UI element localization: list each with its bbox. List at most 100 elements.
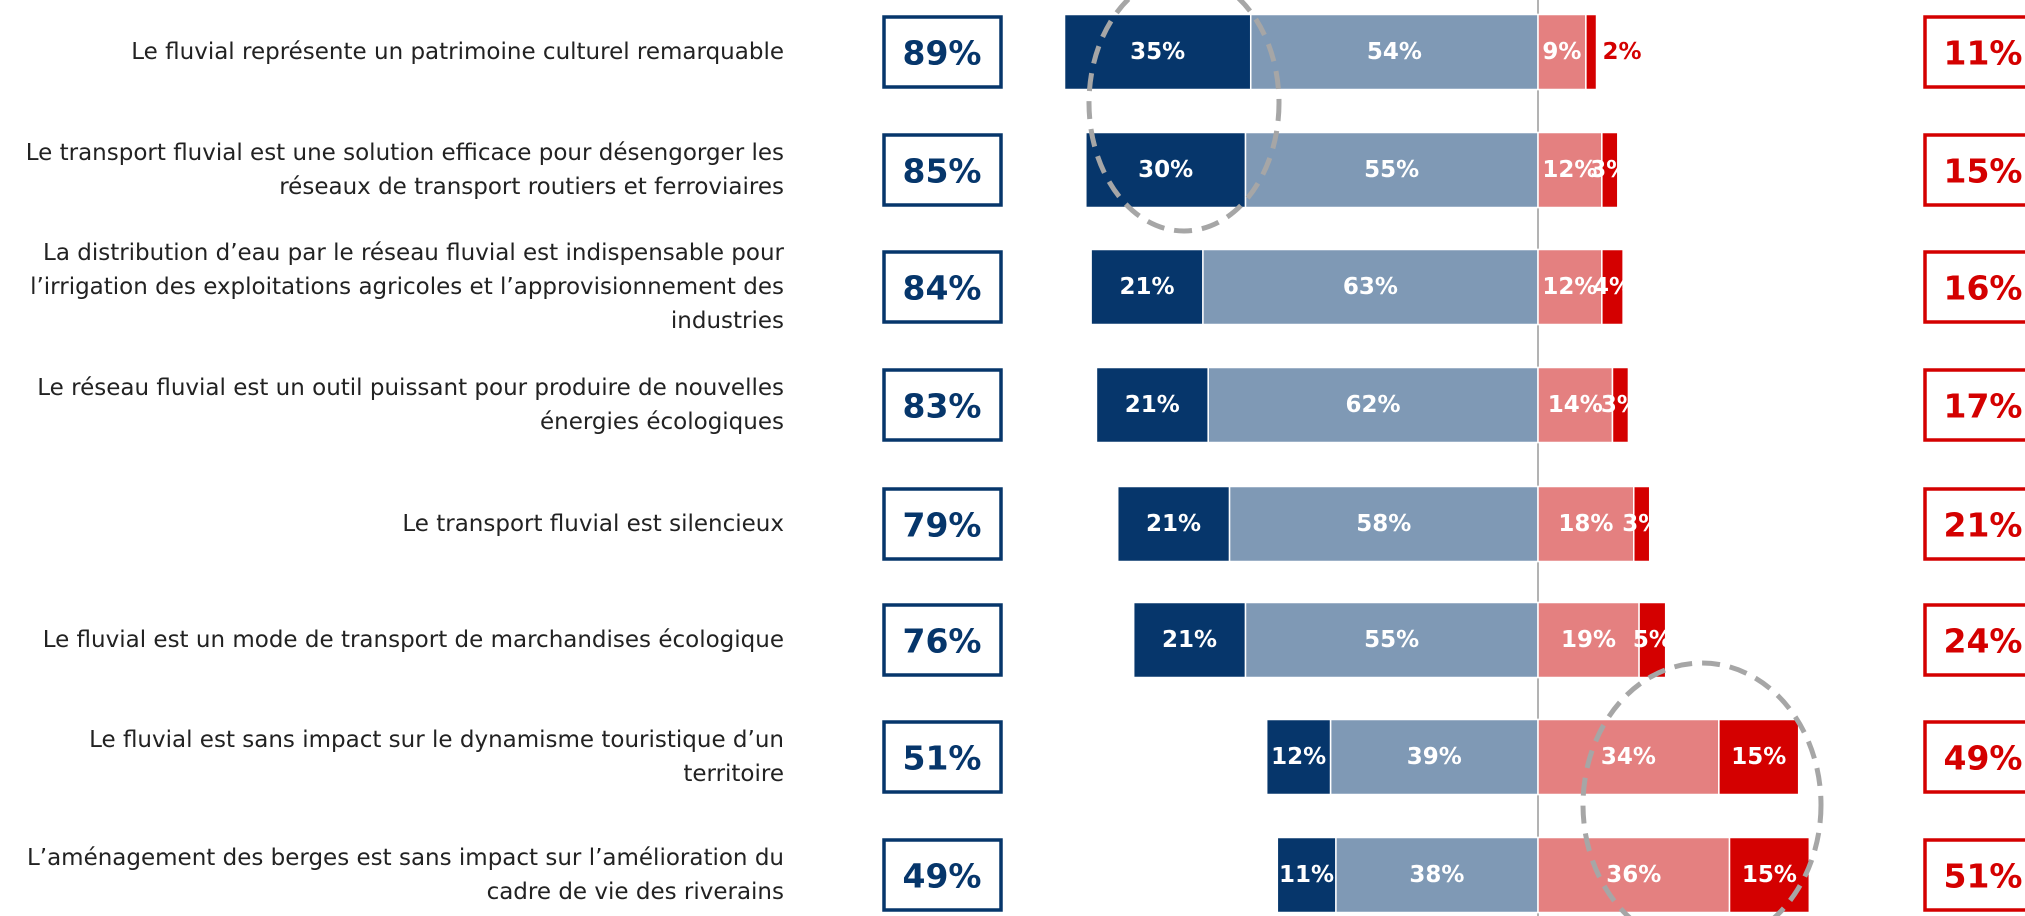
- value-label: 55%: [1364, 157, 1419, 183]
- value-label: 15%: [1731, 744, 1786, 770]
- value-label: 30%: [1138, 157, 1193, 183]
- bar-segment: [1537, 13, 1587, 91]
- bar-segment: [1601, 248, 1624, 326]
- bar-segment: [1207, 366, 1539, 444]
- total-label: 76%: [903, 622, 982, 661]
- total-box: [1923, 133, 2025, 207]
- value-label: 14%: [1548, 392, 1603, 418]
- total-label: 17%: [1944, 387, 2023, 426]
- value-label: 39%: [1407, 744, 1462, 770]
- total-label: 24%: [1944, 622, 2023, 661]
- value-label: 54%: [1367, 39, 1422, 65]
- total-label: 83%: [903, 387, 982, 426]
- bar-segment: [1329, 718, 1539, 796]
- value-label: 35%: [1130, 39, 1185, 65]
- value-label: 34%: [1601, 744, 1656, 770]
- total-box: [1923, 250, 2025, 324]
- value-label: 21%: [1119, 274, 1174, 300]
- total-box: [1923, 487, 2025, 561]
- total-box: [882, 720, 1003, 794]
- category-label: Le fluvial est sans impact sur le dynami…: [89, 727, 784, 787]
- value-label: 9%: [1542, 39, 1581, 65]
- total-label: 51%: [1944, 857, 2023, 896]
- value-label: 21%: [1146, 511, 1201, 537]
- bar-segment: [1228, 485, 1539, 563]
- category-label: La distribution d’eau par le réseau fluv…: [30, 240, 784, 334]
- bar-segment: [1633, 485, 1651, 563]
- bar-segment: [1585, 13, 1598, 91]
- total-label: 79%: [903, 506, 982, 545]
- total-label: 11%: [1944, 34, 2023, 73]
- total-box: [882, 487, 1003, 561]
- total-label: 49%: [1944, 739, 2023, 778]
- value-label: 18%: [1558, 511, 1613, 537]
- value-label: 21%: [1162, 627, 1217, 653]
- total-box: [882, 250, 1003, 324]
- value-label: 38%: [1409, 862, 1464, 888]
- value-label: 3%: [1601, 392, 1640, 418]
- total-label: 21%: [1944, 506, 2023, 545]
- total-label: 85%: [903, 152, 982, 191]
- bar-segment: [1095, 366, 1209, 444]
- bar-segment: [1611, 366, 1630, 444]
- total-label: 16%: [1944, 269, 2023, 308]
- total-label: 84%: [903, 269, 982, 308]
- bar-segment: [1537, 485, 1635, 563]
- value-label: 3%: [1622, 511, 1661, 537]
- category-label: L’aménagement des berges est sans impact…: [26, 845, 784, 905]
- value-label: 12%: [1542, 274, 1597, 300]
- total-label: 51%: [903, 739, 982, 778]
- total-label: 49%: [903, 857, 982, 896]
- category-label: Le fluvial représente un patrimoine cult…: [131, 39, 784, 65]
- value-label: 63%: [1343, 274, 1398, 300]
- bar-segment: [1728, 836, 1811, 914]
- total-box: [882, 838, 1003, 912]
- value-label: 21%: [1125, 392, 1180, 418]
- value-label: 4%: [1593, 274, 1632, 300]
- total-label: 89%: [903, 34, 982, 73]
- value-label: 15%: [1742, 862, 1797, 888]
- total-box: [882, 133, 1003, 207]
- total-box: [1923, 368, 2025, 442]
- value-label: 36%: [1606, 862, 1661, 888]
- bar-segment: [1090, 248, 1204, 326]
- value-label: 12%: [1542, 157, 1597, 183]
- bar-segment: [1132, 601, 1247, 679]
- category-label: Le fluvial est un mode de transport de m…: [42, 627, 784, 653]
- bar-segment: [1537, 366, 1614, 444]
- category-label: Le transport fluvial est une solution ef…: [25, 140, 784, 200]
- bar-segment: [1276, 836, 1337, 914]
- value-label: 12%: [1271, 744, 1326, 770]
- bar-segment: [1718, 718, 1800, 796]
- bar-segment: [1116, 485, 1231, 563]
- total-box: [1923, 15, 2025, 89]
- bars: 54%35% 9% 2%89% 11%55%30% 12%3%85% 15%63%21% 1…: [882, 0, 2025, 916]
- value-label: 55%: [1364, 627, 1419, 653]
- highlight-ellipse: [1580, 660, 1824, 916]
- total-box: [1923, 838, 2025, 912]
- bar-segment: [1537, 248, 1603, 326]
- bar-segment: [1085, 131, 1247, 209]
- bar-segment: [1537, 836, 1731, 914]
- total-box: [882, 603, 1003, 677]
- category-label: Le réseau fluvial est un outil puissant …: [37, 375, 784, 435]
- bar-segment: [1537, 601, 1640, 679]
- category-label: Le transport fluvial est silencieux: [402, 511, 784, 537]
- value-label: 3%: [1590, 157, 1629, 183]
- value-label: 62%: [1346, 392, 1401, 418]
- total-box: [882, 368, 1003, 442]
- total-label: 15%: [1944, 152, 2023, 191]
- total-box: [1923, 720, 2025, 794]
- total-box: [882, 15, 1003, 89]
- highlight-ellipse: [1086, 0, 1282, 234]
- value-label: 5%: [1633, 627, 1672, 653]
- bar-segment: [1537, 718, 1720, 796]
- total-box: [1923, 603, 2025, 677]
- value-label: 11%: [1279, 862, 1334, 888]
- value-label: 2%: [1603, 39, 1642, 65]
- bar-segment: [1335, 836, 1539, 914]
- value-label: 58%: [1356, 511, 1411, 537]
- bar-segment: [1244, 131, 1539, 209]
